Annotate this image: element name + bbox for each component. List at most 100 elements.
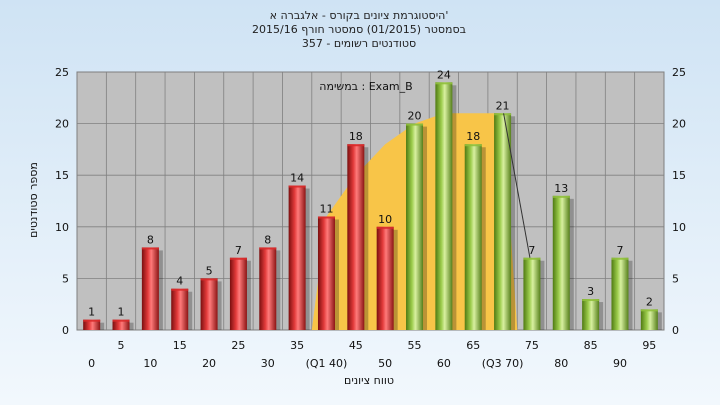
chart-title-line-2: בסמסטר (01/2015) סמסטר חורף 2015/16: [252, 23, 466, 36]
bar-top: [406, 123, 424, 126]
x-tick-label: 0: [88, 357, 95, 370]
x-axis-ticks: 0 5 10 15 20 25 30 35(Q1 40)45 50 55 60 65(Q3 70)75…: [88, 339, 656, 370]
bar-value-label: 1: [88, 306, 95, 319]
bar-value-label: 4: [176, 275, 183, 288]
bar-top: [259, 247, 277, 250]
y2-tick-label: 25: [672, 66, 686, 79]
bar: [406, 123, 424, 330]
x-tick-label: 20: [202, 357, 216, 370]
x-tick-label: 5: [118, 339, 125, 352]
bar-top: [552, 195, 570, 198]
y-tick-label: 5: [62, 272, 69, 285]
chart-title-line-1: היסטוגרמת ציונים בקורס - אלגברה א': [270, 9, 449, 22]
bar-top: [229, 257, 247, 260]
bar-top: [582, 299, 600, 302]
bar: [347, 144, 365, 330]
bar: [229, 257, 247, 330]
bar-value-label: 10: [378, 213, 392, 226]
bar: [523, 257, 541, 330]
x-tick-label: 45: [349, 339, 363, 352]
y2-tick-label: 15: [672, 169, 686, 182]
bar-top: [83, 319, 101, 322]
bar: [83, 319, 101, 330]
bar: [582, 299, 600, 330]
x-tick-label: 25: [231, 339, 245, 352]
x-tick-label: 85: [584, 339, 598, 352]
task-annotation: במשימה : Exam_B: [319, 80, 412, 93]
y2-tick-label: 0: [672, 324, 679, 337]
x-tick-label: 35: [290, 339, 304, 352]
bar-value-label: 8: [264, 233, 271, 246]
bar: [640, 309, 658, 330]
y-axis-left-ticks: 0 5 10 15 20 25: [55, 66, 69, 337]
x-tick-label: 55: [408, 339, 422, 352]
bar: [259, 247, 277, 330]
x-tick-label: 15: [173, 339, 187, 352]
x-tick-label: 10: [143, 357, 157, 370]
x-tick-label: 65: [466, 339, 480, 352]
bar-value-label: 7: [235, 244, 242, 257]
bar-value-label: 7: [616, 244, 623, 257]
y-axis-right-ticks: 0 5 10 15 20 25: [672, 66, 686, 337]
bar: [435, 82, 453, 330]
chart-title: היסטוגרמת ציונים בקורס - אלגברה א' בסמסט…: [252, 9, 466, 50]
bar-top: [347, 144, 365, 147]
bar: [288, 185, 306, 330]
y-tick-label: 15: [55, 169, 69, 182]
bar: [611, 257, 629, 330]
bar-top: [523, 257, 541, 260]
x-axis-title: טווח ציונים: [344, 374, 394, 387]
y-tick-label: 25: [55, 66, 69, 79]
bars: [83, 82, 662, 330]
bar: [141, 247, 159, 330]
x-tick-label: 80: [554, 357, 568, 370]
bar-value-label: 8: [147, 233, 154, 246]
x-tick-label: 50: [378, 357, 392, 370]
x-tick-label: (Q3 70): [482, 357, 524, 370]
y-tick-label: 20: [55, 118, 69, 131]
bar-value-label: 11: [319, 202, 333, 215]
bar-top: [640, 309, 658, 312]
y2-tick-label: 20: [672, 118, 686, 131]
bar-value-label: 5: [206, 264, 213, 277]
bar: [494, 113, 512, 330]
bar-value-label: 13: [554, 182, 568, 195]
bar-value-label: 18: [466, 130, 480, 143]
bar-value-label: 7: [528, 244, 535, 257]
y-tick-label: 10: [55, 221, 69, 234]
bar-top: [200, 278, 218, 281]
bar: [200, 278, 218, 330]
x-tick-label: 60: [437, 357, 451, 370]
bar-top: [112, 319, 130, 322]
y2-tick-label: 5: [672, 272, 679, 285]
bar-value-label: 24: [437, 68, 451, 81]
bar-top: [435, 82, 453, 85]
x-tick-label: 95: [642, 339, 656, 352]
bar-top: [376, 226, 394, 229]
chart-title-line-3: סטודנטים רשומים - 357: [302, 37, 416, 50]
bar-value-label: 1: [118, 306, 125, 319]
x-tick-label: 90: [613, 357, 627, 370]
bar-top: [317, 216, 335, 219]
y-tick-label: 0: [62, 324, 69, 337]
bar-top: [141, 247, 159, 250]
bar-value-label: 18: [349, 130, 363, 143]
bar: [317, 216, 335, 330]
bar-top: [494, 113, 512, 116]
bar-value-label: 21: [496, 99, 510, 112]
y-axis-title: מספר סטודנטים: [27, 162, 40, 238]
x-tick-label: (Q1 40): [306, 357, 348, 370]
bar: [464, 144, 482, 330]
quartile-marker-line: [503, 113, 531, 258]
bar-value-label: 20: [408, 110, 422, 123]
bar-value-label: 14: [290, 172, 304, 185]
x-tick-label: 75: [525, 339, 539, 352]
bar-top: [288, 185, 306, 188]
y2-tick-label: 10: [672, 221, 686, 234]
bar-top: [171, 288, 189, 291]
bar: [112, 319, 130, 330]
bar-value-label: 3: [587, 285, 594, 298]
x-tick-label: 30: [261, 357, 275, 370]
